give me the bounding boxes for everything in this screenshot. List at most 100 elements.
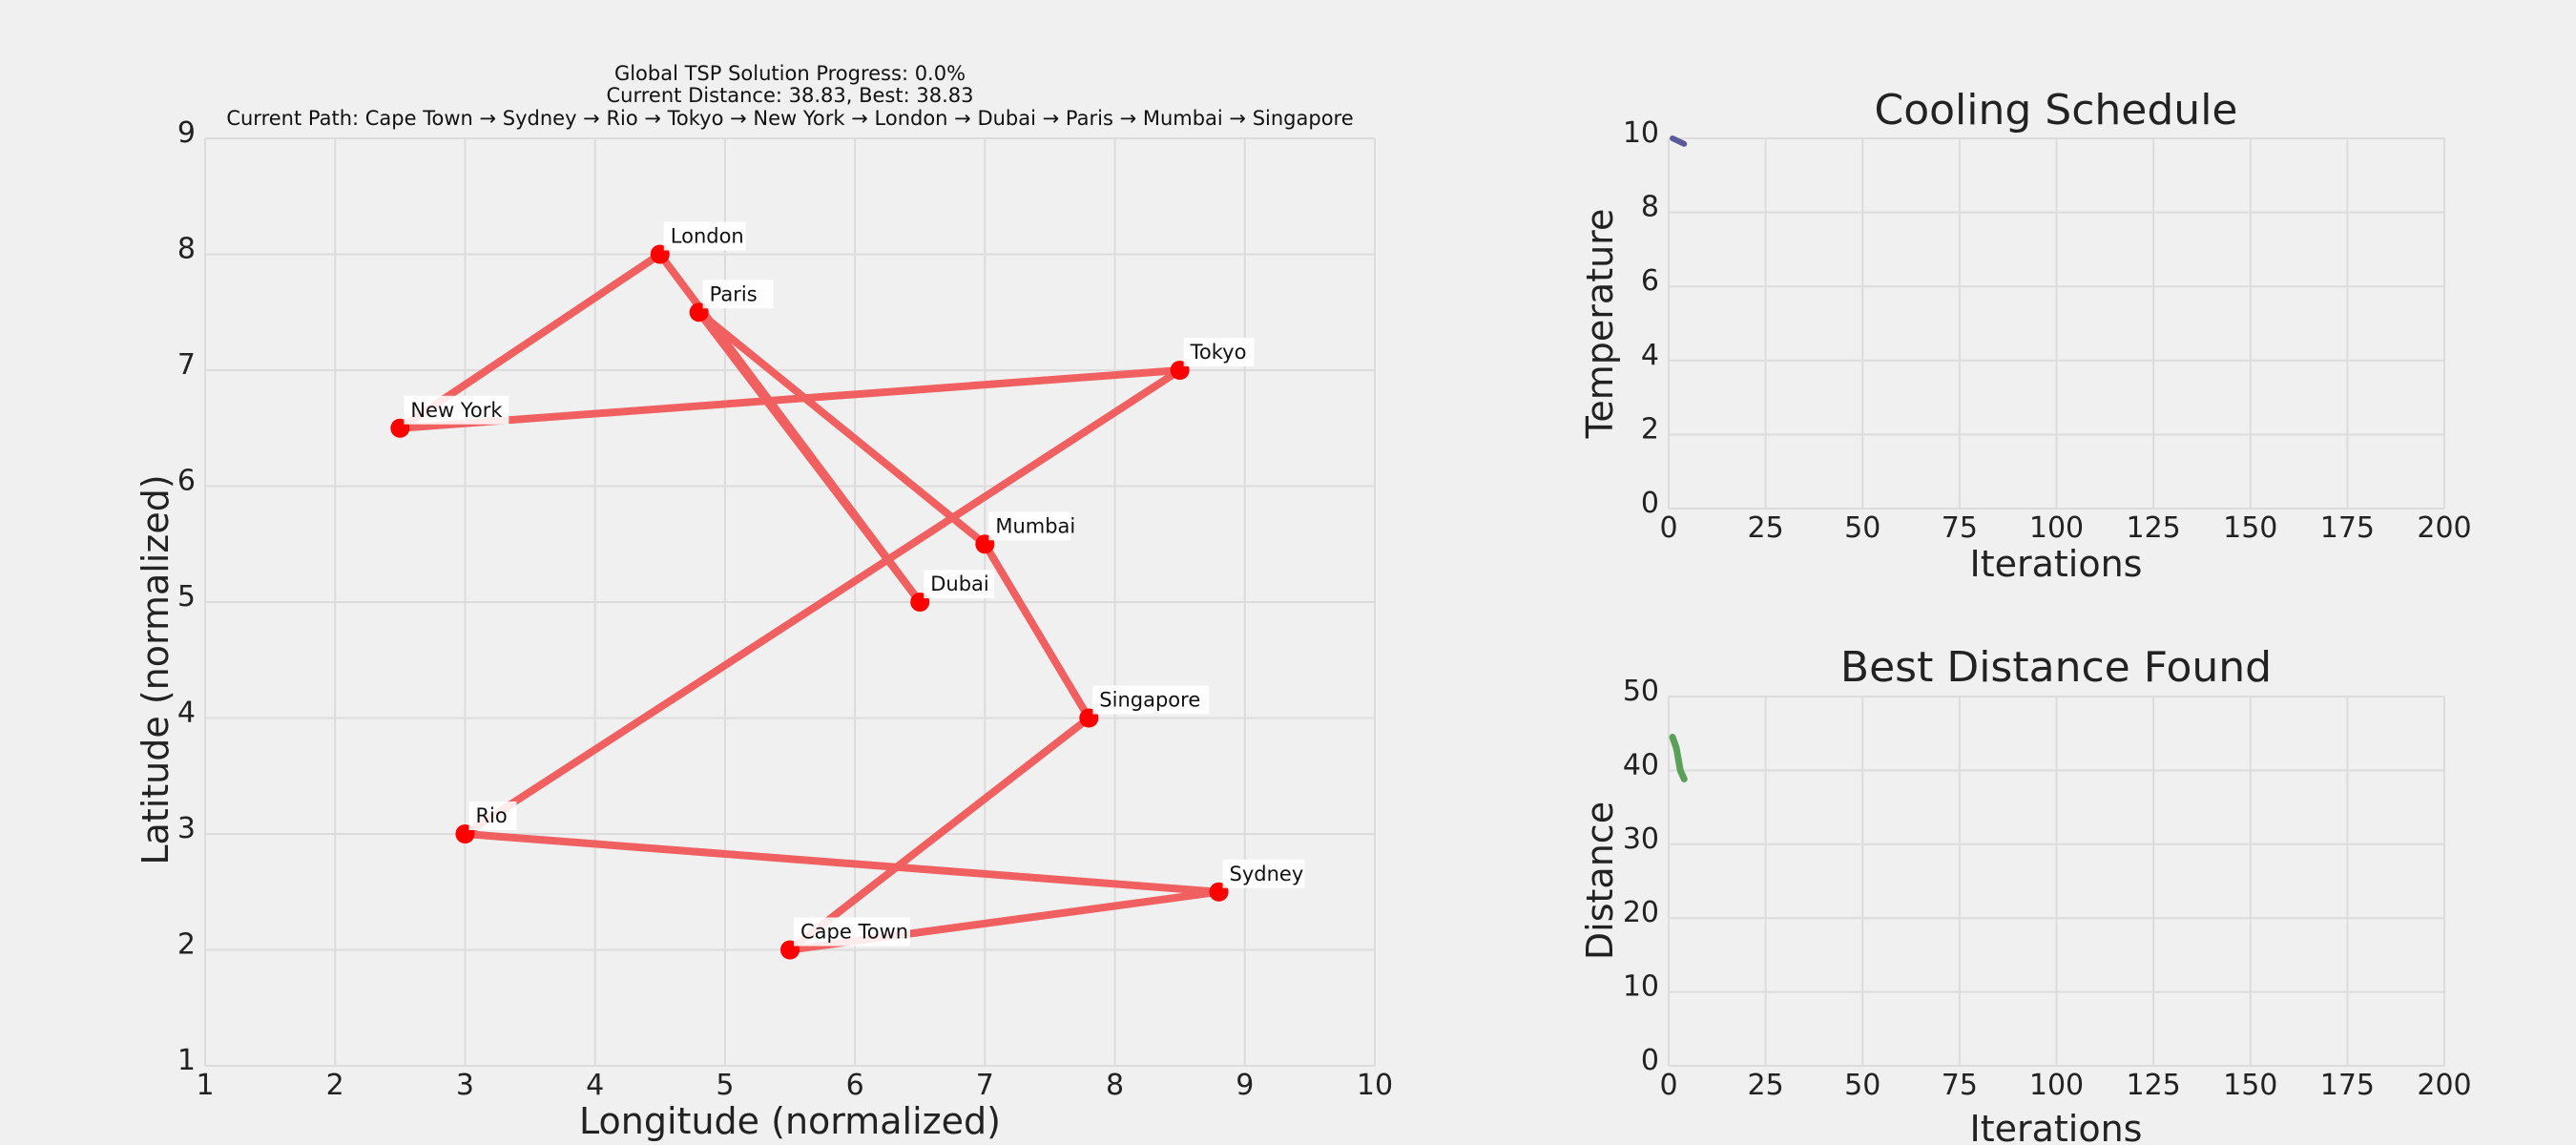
city-label-box <box>794 917 910 947</box>
tsp-y-tick-label: 6 <box>177 465 196 498</box>
city-label: Mumbai <box>995 514 1075 537</box>
tsp-route-plot: New York London Paris Tokyo Mumbai Dubai Singa… <box>135 62 1393 1142</box>
tsp-y-axis-label: Latitude (normalized) <box>135 474 177 864</box>
cooling-x-tick-label: 50 <box>1844 511 1880 545</box>
city-label-box <box>1092 685 1210 715</box>
distance-line <box>1669 734 1688 782</box>
distance-y-axis-label: Distance <box>1579 802 1621 960</box>
cooling-line <box>1670 135 1688 147</box>
distance-x-tick-label: 100 <box>2029 1069 2084 1102</box>
tsp-y-tick-label: 9 <box>177 116 196 150</box>
tsp-x-tick-label: 1 <box>196 1069 214 1102</box>
distance-title: Best Distance Found <box>1840 643 2272 692</box>
route-segment <box>461 366 1184 838</box>
tsp-grid <box>204 137 1376 1067</box>
city-label-box <box>468 802 517 830</box>
cooling-y-tick-label: 2 <box>1641 412 1659 446</box>
temperature-series <box>1670 135 1688 147</box>
tsp-y-tick-label: 3 <box>177 812 196 845</box>
distance-grid <box>1668 696 2445 1067</box>
cooling-schedule-plot: 0 25 50 75 100 125 150 175 200 0 2 4 6 8 10 Cooling Sc… <box>1579 86 2472 585</box>
city-label-box <box>1222 859 1305 888</box>
tsp-tick-labels: 1 2 3 4 5 6 7 8 9 10 1 2 3 4 5 6 7 8 9 <box>177 116 1393 1102</box>
cooling-x-tick-label: 75 <box>1942 511 1978 545</box>
cooling-x-tick-label: 25 <box>1748 511 1784 545</box>
tsp-title-line-1: Global TSP Solution Progress: 0.0% <box>614 62 966 85</box>
city-label-box <box>988 511 1071 541</box>
route-segment <box>695 308 989 549</box>
best-distance-plot: 0 25 50 75 100 125 150 175 200 0 10 20 30 40 50 Best D… <box>1579 643 2472 1145</box>
tsp-y-tick-label: 5 <box>177 580 196 614</box>
cooling-x-tick-label: 125 <box>2126 511 2180 545</box>
tsp-x-tick-label: 2 <box>326 1069 344 1102</box>
route-segment <box>981 540 1093 722</box>
distance-x-tick-label: 75 <box>1942 1069 1978 1102</box>
cooling-y-tick-label: 8 <box>1641 191 1659 224</box>
distance-x-tick-label: 25 <box>1748 1069 1784 1102</box>
distance-y-tick-label: 20 <box>1623 896 1659 929</box>
city-label-box <box>924 570 995 598</box>
city-label-box <box>404 395 509 425</box>
tsp-title-line-3: Current Path: Cape Town → Sydney → Rio →… <box>226 107 1353 130</box>
city-label: Cape Town <box>800 921 908 944</box>
tsp-x-tick-label: 9 <box>1236 1069 1254 1102</box>
tsp-x-axis-label: Longitude (normalized) <box>579 1100 1001 1142</box>
city-label: Singapore <box>1099 689 1200 712</box>
distance-x-tick-label: 175 <box>2320 1069 2375 1102</box>
distance-x-tick-label: 200 <box>2417 1069 2471 1102</box>
city-label: New York <box>410 399 503 422</box>
cooling-y-axis-label: Temperature <box>1579 209 1621 440</box>
distance-y-tick-label: 30 <box>1623 822 1659 856</box>
tsp-x-tick-label: 3 <box>456 1069 474 1102</box>
tsp-y-tick-label: 7 <box>177 348 196 382</box>
cooling-tick-labels: 0 25 50 75 100 125 150 175 200 0 2 4 6 8 10 <box>1623 116 2472 545</box>
tsp-title-line-2: Current Distance: 38.83, Best: 38.83 <box>607 84 974 107</box>
cooling-x-tick-label: 100 <box>2029 511 2084 545</box>
tsp-y-tick-label: 1 <box>177 1044 196 1077</box>
cooling-y-tick-label: 4 <box>1641 339 1659 372</box>
cooling-x-tick-label: 200 <box>2417 511 2471 545</box>
city-label-box <box>702 280 774 309</box>
cooling-x-tick-label: 0 <box>1659 511 1677 545</box>
city-label-box <box>663 221 746 251</box>
city-label: London <box>671 225 744 248</box>
distance-x-tick-label: 125 <box>2126 1069 2180 1102</box>
route-segment <box>786 714 1093 954</box>
distance-y-tick-label: 50 <box>1623 675 1659 708</box>
distance-y-tick-label: 40 <box>1623 748 1659 781</box>
distance-y-tick-label: 10 <box>1623 970 1659 1004</box>
route-segment <box>695 308 924 606</box>
distance-tick-labels: 0 25 50 75 100 125 150 175 200 0 10 20 30 40 50 <box>1623 675 2472 1102</box>
tsp-y-tick-label: 4 <box>177 697 196 730</box>
city-label: Dubai <box>930 572 989 595</box>
city-label: Rio <box>475 804 507 827</box>
route-segment <box>396 366 1184 432</box>
distance-x-tick-label: 0 <box>1659 1069 1677 1102</box>
city-label-box <box>1183 338 1255 366</box>
cooling-y-tick-label: 6 <box>1641 264 1659 298</box>
tsp-x-tick-label: 6 <box>846 1069 864 1102</box>
tsp-city-labels: New York London Paris Tokyo Mumbai Dubai Singa… <box>404 221 1305 947</box>
cooling-grid <box>1668 137 2445 510</box>
tsp-y-tick-label: 2 <box>177 928 196 962</box>
cooling-title: Cooling Schedule <box>1874 86 2237 135</box>
distance-x-axis-label: Iterations <box>1970 1108 2143 1145</box>
tsp-y-tick-label: 8 <box>177 233 196 266</box>
tsp-x-tick-label: 10 <box>1357 1069 1393 1102</box>
cooling-x-tick-label: 175 <box>2320 511 2375 545</box>
city-label: Tokyo <box>1190 341 1247 364</box>
tsp-x-tick-label: 8 <box>1106 1069 1124 1102</box>
route-segment <box>461 830 1223 896</box>
cooling-x-tick-label: 150 <box>2223 511 2277 545</box>
cooling-x-axis-label: Iterations <box>1970 543 2143 585</box>
city-label: Paris <box>710 282 758 305</box>
tsp-x-tick-label: 5 <box>716 1069 734 1102</box>
cooling-y-tick-label: 10 <box>1623 116 1659 150</box>
distance-y-tick-label: 0 <box>1641 1044 1659 1077</box>
city-label: Sydney <box>1230 863 1304 885</box>
cooling-y-tick-label: 0 <box>1641 487 1659 520</box>
distance-x-tick-label: 150 <box>2223 1069 2277 1102</box>
tsp-x-tick-label: 4 <box>586 1069 604 1102</box>
